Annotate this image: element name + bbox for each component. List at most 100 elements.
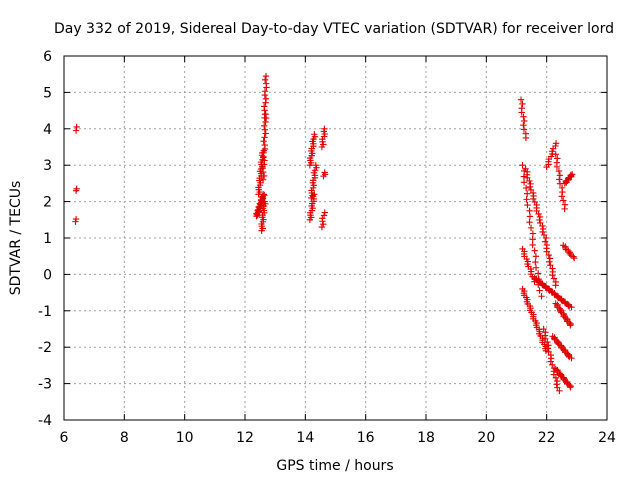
x-tick-label: 16	[357, 430, 375, 446]
y-tick-label: -1	[38, 304, 52, 320]
data-point	[545, 348, 552, 355]
y-tick-label: -3	[38, 377, 52, 393]
data-point	[545, 286, 552, 294]
data-point	[570, 253, 577, 260]
data-point	[262, 72, 270, 80]
data-point	[542, 234, 550, 242]
data-point	[529, 230, 537, 237]
data-point	[558, 193, 566, 200]
data-point	[261, 88, 269, 95]
data-point	[523, 190, 531, 197]
data-point	[553, 381, 560, 388]
data-point	[554, 339, 561, 347]
data-point	[550, 371, 558, 378]
data-point	[552, 151, 559, 158]
x-tick-label: 12	[236, 430, 254, 446]
data-point	[261, 157, 268, 164]
x-tick-label: 18	[417, 430, 435, 446]
data-point	[547, 358, 554, 365]
data-point	[556, 176, 563, 183]
data-point	[262, 130, 269, 137]
data-point	[554, 293, 561, 301]
data-point	[529, 236, 536, 243]
data-point	[260, 172, 268, 180]
data-point	[72, 215, 80, 223]
data-point	[552, 282, 559, 289]
data-point	[520, 179, 528, 186]
x-tick-label: 10	[176, 430, 194, 446]
data-point	[260, 103, 268, 110]
data-point	[527, 224, 535, 232]
data-point	[535, 210, 542, 218]
data-point	[568, 354, 575, 362]
data-point	[259, 176, 267, 183]
data-point	[526, 177, 533, 185]
data-point	[536, 216, 543, 224]
y-tick-label: -2	[38, 340, 52, 356]
data-point	[311, 131, 318, 138]
data-point	[259, 164, 266, 172]
x-tick-label: 6	[60, 430, 69, 446]
data-point	[312, 162, 319, 169]
data-point	[318, 223, 326, 231]
data-point	[518, 109, 525, 116]
data-point	[529, 241, 536, 249]
data-point	[262, 95, 270, 103]
data-point	[523, 196, 530, 203]
data-point	[73, 185, 80, 193]
data-point	[261, 114, 268, 122]
data-point	[522, 184, 530, 192]
data-point	[262, 110, 269, 118]
x-axis-label: GPS time / hours	[276, 458, 393, 474]
data-point	[262, 118, 269, 126]
y-tick-label: 2	[43, 195, 52, 211]
data-point	[556, 172, 564, 179]
data-point	[550, 275, 558, 282]
data-point	[535, 279, 543, 286]
y-tick-label: 3	[43, 158, 52, 174]
data-point	[519, 162, 526, 169]
x-tick-label: 8	[120, 430, 129, 446]
y-tick-label: 5	[43, 85, 52, 101]
data-point	[568, 303, 575, 311]
data-point	[553, 163, 561, 171]
data-point	[73, 123, 80, 131]
data-points	[72, 72, 578, 395]
data-point	[320, 212, 328, 219]
data-point	[260, 149, 267, 156]
data-point	[520, 121, 527, 129]
y-tick-label: 6	[43, 49, 52, 65]
data-point	[521, 117, 528, 125]
data-point	[536, 287, 543, 294]
data-point	[540, 325, 547, 333]
data-point	[538, 293, 545, 300]
data-point	[566, 250, 573, 257]
plot-frame	[63, 55, 608, 421]
data-point	[567, 384, 574, 391]
data-point	[261, 198, 268, 205]
y-tick-label: 4	[43, 122, 52, 138]
data-point	[517, 96, 525, 103]
data-point	[556, 387, 563, 395]
data-point	[522, 134, 530, 142]
data-point	[263, 80, 270, 87]
x-tick-label: 24	[598, 430, 616, 446]
data-point	[531, 247, 538, 254]
data-point	[544, 345, 551, 352]
data-point	[260, 138, 267, 145]
data-point	[545, 251, 553, 259]
y-tick-label: 0	[43, 267, 52, 283]
y-axis-label: SDTVAR / TECUs	[8, 181, 24, 296]
data-point	[568, 171, 576, 178]
data-point	[562, 244, 569, 252]
data-point	[554, 384, 561, 391]
data-point	[541, 335, 549, 342]
data-point	[560, 197, 567, 204]
x-tick-label: 22	[538, 430, 556, 446]
x-tick-label: 14	[296, 430, 314, 446]
data-point	[526, 183, 534, 191]
data-point	[261, 141, 268, 149]
data-point	[320, 220, 327, 228]
